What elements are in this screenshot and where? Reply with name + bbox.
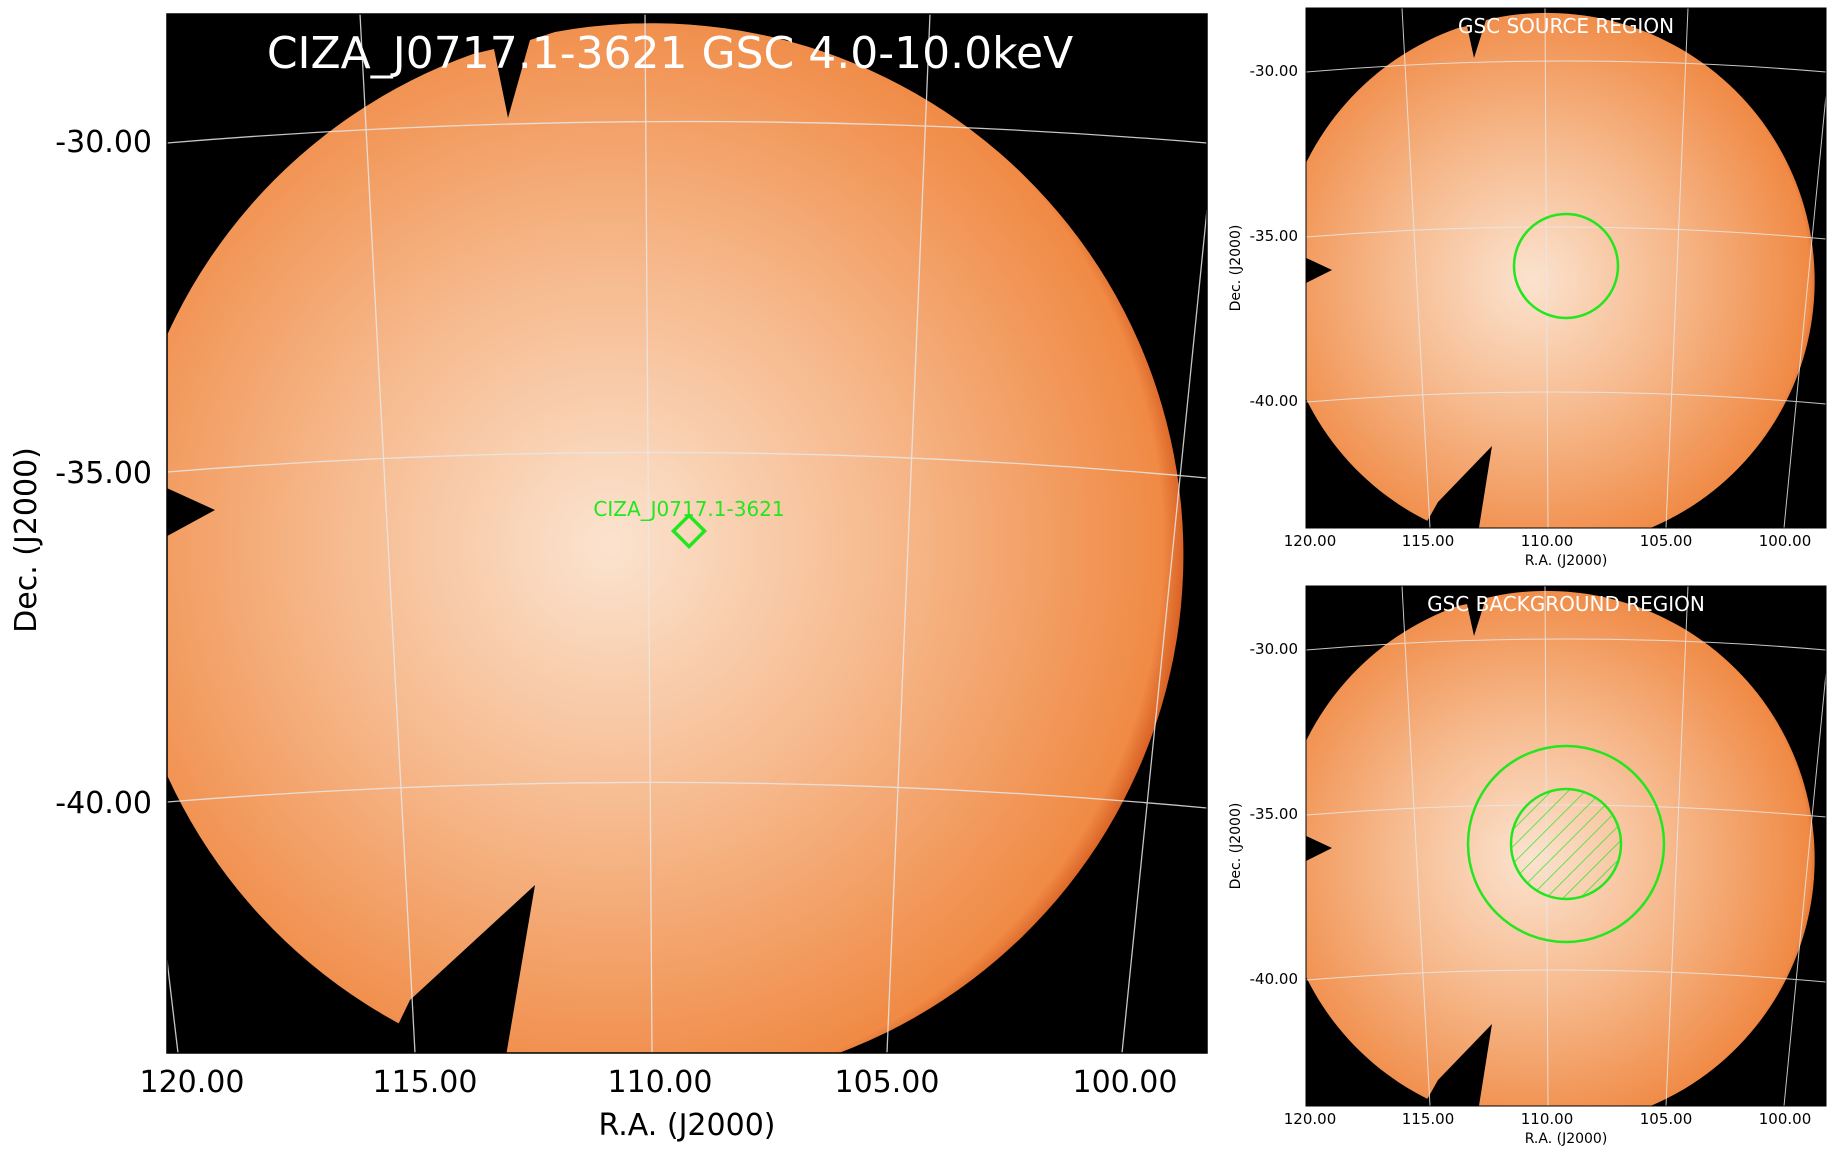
main-x-tick-label: 115.00 <box>373 1065 478 1100</box>
main-grid-ra-105 <box>886 14 931 1053</box>
background-x-tick-label: 105.00 <box>1640 1110 1693 1128</box>
main-grid-ra-115 <box>359 14 416 1053</box>
background-y-tick-label: -40.00 <box>1250 970 1298 988</box>
main-coordinate-grid <box>167 14 1207 1053</box>
main-panel-frame <box>166 13 1208 1054</box>
source-x-tick-label: 120.00 <box>1284 532 1337 550</box>
source-y-ticks: -30.00 -35.00 -40.00 <box>1250 62 1298 410</box>
background-x-ticks: 120.00 115.00 110.00 105.00 100.00 <box>1284 1110 1812 1128</box>
main-x-tick-label: 110.00 <box>608 1065 713 1100</box>
background-grid-ra-105 <box>1665 586 1689 1106</box>
background-x-tick-label: 110.00 <box>1521 1110 1574 1128</box>
background-region-panel: GSC BACKGROUND REGION 120.00 115.00 110.… <box>1228 585 1827 1147</box>
background-panel-frame <box>1305 585 1827 1107</box>
source-x-ticks: 120.00 115.00 110.00 105.00 100.00 <box>1284 532 1812 550</box>
background-y-tick-label: -35.00 <box>1250 805 1298 823</box>
background-lower-notch <box>1423 1024 1492 1106</box>
background-outer-circle <box>1466 744 1666 944</box>
source-detector-disk <box>1306 12 1815 528</box>
background-panel-title: GSC BACKGROUND REGION <box>1427 592 1705 616</box>
source-x-axis-label: R.A. (J2000) <box>1525 553 1608 569</box>
source-y-tick-label: -35.00 <box>1250 227 1298 245</box>
source-y-tick-label: -30.00 <box>1250 62 1298 80</box>
background-y-axis-label: Dec. (J2000) <box>1228 803 1244 890</box>
source-grid-dec-minus35 <box>1306 226 1826 240</box>
background-x-tick-label: 120.00 <box>1284 1110 1337 1128</box>
main-grid-ra-120 <box>167 959 179 1053</box>
background-grid-dec-minus40 <box>1306 969 1826 983</box>
source-y-tick-label: -40.00 <box>1250 392 1298 410</box>
source-extraction-circle <box>1512 212 1620 320</box>
source-region-panel: GSC SOURCE REGION 120.00 115.00 110.00 1… <box>1228 7 1827 569</box>
main-grid-dec-minus35 <box>167 451 1207 479</box>
main-left-notch <box>167 488 215 537</box>
source-x-tick-label: 110.00 <box>1521 532 1574 550</box>
background-grid-ra-100 <box>1783 672 1826 1106</box>
source-grid-dec-minus40 <box>1306 391 1826 405</box>
background-grid-dec-minus30 <box>1306 638 1826 651</box>
main-y-tick-label: -30.00 <box>55 125 152 160</box>
source-panel-frame <box>1305 7 1827 529</box>
source-label: CIZA_J0717.1-3621 <box>593 497 784 521</box>
source-lower-notch <box>1423 446 1492 528</box>
main-x-tick-label: 120.00 <box>140 1065 245 1100</box>
main-grid-ra-100 <box>1121 203 1207 1053</box>
main-x-tick-label: 105.00 <box>835 1065 940 1100</box>
source-panel-title: GSC SOURCE REGION <box>1458 14 1674 38</box>
background-y-tick-label: -30.00 <box>1250 640 1298 658</box>
background-left-notch <box>1306 835 1332 861</box>
source-x-tick-label: 105.00 <box>1640 532 1693 550</box>
main-y-ticks: -30.00 -35.00 -40.00 <box>55 125 152 821</box>
source-grid-dec-minus30 <box>1306 60 1826 73</box>
background-grid-ra-115 <box>1401 586 1431 1106</box>
source-coordinate-grid <box>1306 8 1826 528</box>
main-x-axis-label: R.A. (J2000) <box>599 1108 776 1143</box>
source-marker-diamond <box>670 512 708 550</box>
main-y-axis-label: Dec. (J2000) <box>9 447 44 633</box>
main-y-tick-label: -35.00 <box>55 456 152 491</box>
main-x-tick-label: 100.00 <box>1073 1065 1178 1100</box>
main-lower-left-notch <box>384 885 535 1053</box>
main-grid-dec-minus40 <box>167 781 1207 809</box>
background-y-ticks: -30.00 -35.00 -40.00 <box>1250 640 1298 988</box>
background-x-tick-label: 100.00 <box>1759 1110 1812 1128</box>
background-excluded-inner-circle <box>1509 787 1623 901</box>
main-panel-title: CIZA_J0717.1-3621 GSC 4.0-10.0keV <box>267 28 1073 79</box>
background-x-tick-label: 115.00 <box>1402 1110 1455 1128</box>
source-grid-ra-100 <box>1783 94 1826 528</box>
source-left-notch <box>1306 257 1332 283</box>
source-grid-ra-105 <box>1665 8 1689 528</box>
main-grid-dec-minus30 <box>167 120 1207 144</box>
main-detector-disk <box>167 23 1184 1053</box>
background-x-axis-label: R.A. (J2000) <box>1525 1131 1608 1147</box>
main-x-ticks: 120.00 115.00 110.00 105.00 100.00 <box>140 1065 1178 1100</box>
source-grid-ra-115 <box>1401 8 1431 528</box>
main-panel: CIZA_J0717.1-3621 CIZA_J0717.1-3621 GSC … <box>9 13 1208 1143</box>
main-grid-ra-110 <box>644 14 653 1053</box>
source-grid-ra-110 <box>1544 8 1549 528</box>
source-x-tick-label: 115.00 <box>1402 532 1455 550</box>
source-y-axis-label: Dec. (J2000) <box>1228 225 1244 312</box>
source-x-tick-label: 100.00 <box>1759 532 1812 550</box>
main-y-tick-label: -40.00 <box>55 786 152 821</box>
